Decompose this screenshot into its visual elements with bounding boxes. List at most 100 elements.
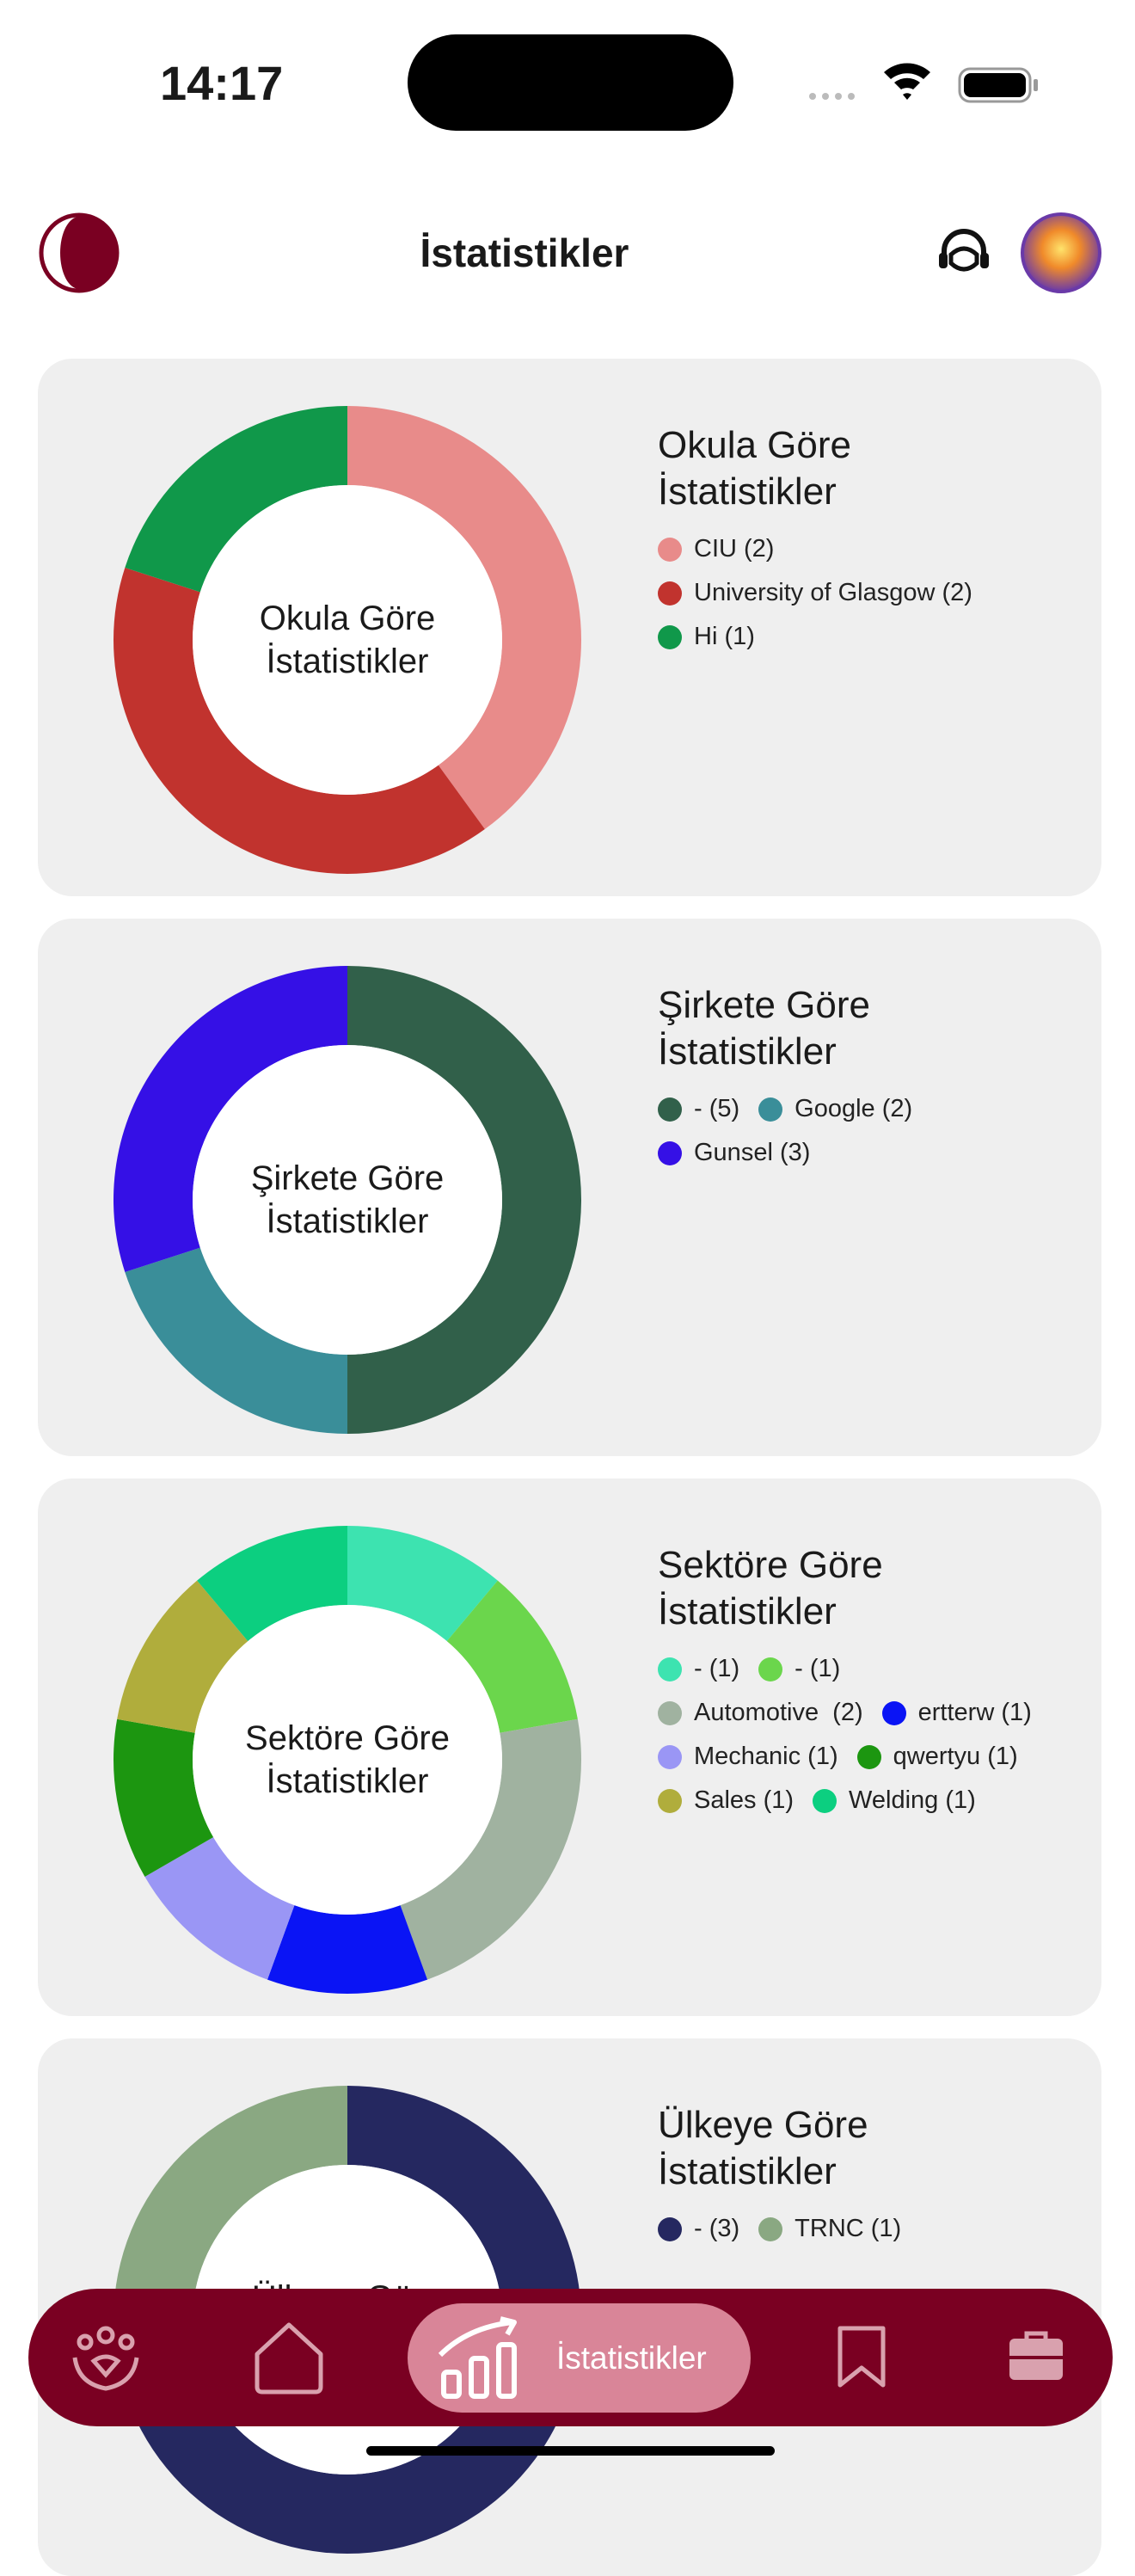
legend-title: Sektöre Göre İstatistikler [658,1544,883,1632]
home-indicator [366,2446,775,2456]
donut-segment [114,567,485,874]
legend-label: - (5) [694,1095,740,1122]
legend-title: Ülkeye Göre İstatistikler [658,2104,868,2192]
donut-hole [193,1045,502,1355]
app-logo[interactable] [38,212,120,294]
legend: Şirkete Göre İstatistikler - (5) Google (2… [658,982,1071,1175]
legend-dot [658,624,682,649]
legend-label: - (1) [694,1655,740,1682]
legend-item: TRNC (1) [758,2207,901,2251]
legend-dot [758,1097,783,1122]
legend-dot [856,1744,881,1769]
legend-items: CIU (2) University of Glasgow (2) Hi (1) [658,527,1071,659]
header-title: İstatistikler [420,231,629,275]
nav-active-label: İstatistikler [556,2340,707,2376]
legend-label: qwertyu (1) [893,1743,1018,1770]
legend-label: Gunsel (3) [694,1139,811,1166]
legend-label: - (1) [794,1655,841,1682]
donut-segment [347,966,581,1434]
legend-label: - (3) [694,2215,740,2242]
donut-segment [400,1718,581,1980]
legend-label: CIU (2) [694,535,775,563]
donut-hole [193,485,502,795]
legend-dot [813,1788,837,1813]
legend-label: Welding (1) [849,1786,976,1814]
status-time: 14:17 [160,56,284,110]
legend-title: Okula Göre İstatistikler [658,424,851,513]
profile-avatar[interactable] [1020,212,1102,294]
dynamic-island [408,34,733,131]
legend-dot [658,1657,682,1681]
nav-jobs-icon[interactable] [1006,2327,1066,2387]
donut-center-label: Şirkete Göre İstatistikler [250,1159,445,1240]
donut-chart [113,966,581,1434]
legend-dot [758,2216,783,2241]
nav-bookmark-icon[interactable] [833,2323,890,2392]
legend-dot [658,1744,682,1769]
legend-label: Sales (1) [694,1786,794,1814]
nav-home-icon[interactable] [250,2320,328,2395]
donut-center-label: Okula Göre İstatistikler [259,599,436,680]
donut-segment [113,966,347,1273]
nav-stats-icon [438,2316,517,2399]
legend-label: University of Glasgow (2) [694,579,972,606]
donut-segment [125,406,347,593]
legend-dot [658,537,682,562]
donut-segment [125,1247,347,1434]
nav-community-icon[interactable] [70,2323,142,2392]
legend-dot [658,1140,682,1165]
legend-item: Automotive (2) [658,1691,863,1735]
donut-segment [446,1580,578,1733]
legend-label: Mechanic (1) [694,1743,838,1770]
donut-segment [114,2086,347,2320]
donut-segment [114,2086,581,2554]
legend-item: University of Glasgow (2) [658,571,972,615]
legend-dot [758,1657,783,1681]
legend: Okula Göre İstatistikler CIU (2) Universit… [658,422,1071,659]
legend-item: - (1) [658,1647,739,1691]
legend-label: Hi (1) [694,623,755,650]
legend: Sektöre Göre İstatistikler - (1) - (1) Auto… [658,1542,1071,1823]
legend-item: Gunsel (3) [658,1131,810,1175]
legend: Ülkeye Göre İstatistikler - (3) TRNC (1) [658,2102,1071,2251]
donut-segment [347,406,581,830]
legend-items: - (1) - (1) Automotive (2) ertterw (1) Mecha… [658,1647,1071,1823]
legend-dot [658,1097,682,1122]
support-icon[interactable] [936,225,992,282]
legend-items: - (3) TRNC (1) [658,2207,1071,2251]
legend-items: - (5) Google (2) Gunsel (3) [658,1087,1071,1175]
donut-segment [197,1526,347,1642]
legend-label: Automotive (2) [694,1699,863,1726]
legend-item: Hi (1) [658,615,755,659]
donut-chart [114,406,581,874]
legend-label: ertterw (1) [917,1699,1032,1726]
legend-item: - (3) [658,2207,739,2251]
donut-segment [347,1526,498,1642]
legend-item: Welding (1) [813,1779,976,1823]
legend-item: - (5) [658,1087,739,1131]
stats-card: Sektöre Göre İstatistikler Sektöre Göre İ… [38,1479,1101,2016]
stats-card: Şirkete Göre İstatistikler Şirkete Göre İ… [38,919,1101,1456]
legend-dot [658,581,682,606]
legend-label: TRNC (1) [794,2215,902,2242]
stats-card: Okula Göre İstatistikler Okula Göre İstat… [38,359,1101,896]
legend-item: qwertyu (1) [856,1735,1018,1779]
legend-dot [658,1788,682,1813]
legend-dot [658,1700,682,1725]
legend-title: Şirkete Göre İstatistikler [658,984,870,1073]
legend-item: Google (2) [758,1087,912,1131]
donut-segment [144,1837,295,1980]
status-icons [809,63,1038,103]
donut-center-label: Sektöre Göre İstatistikler [245,1719,450,1800]
legend-item: Sales (1) [658,1779,794,1823]
legend-item: - (1) [758,1647,840,1691]
legend-item: ertterw (1) [881,1691,1032,1735]
donut-segment [267,1905,428,1994]
nav-stats-active[interactable]: İstatistikler [408,2303,751,2413]
donut-chart [114,1526,581,1994]
app-screen: {"status_bar": {"time": "14:17"}, "heade… [28,34,1113,2576]
legend-item: Mechanic (1) [658,1735,838,1779]
legend-dot [881,1700,906,1725]
donut-segment [114,1718,214,1877]
bottom-nav: İstatistikler [28,2289,1113,2426]
